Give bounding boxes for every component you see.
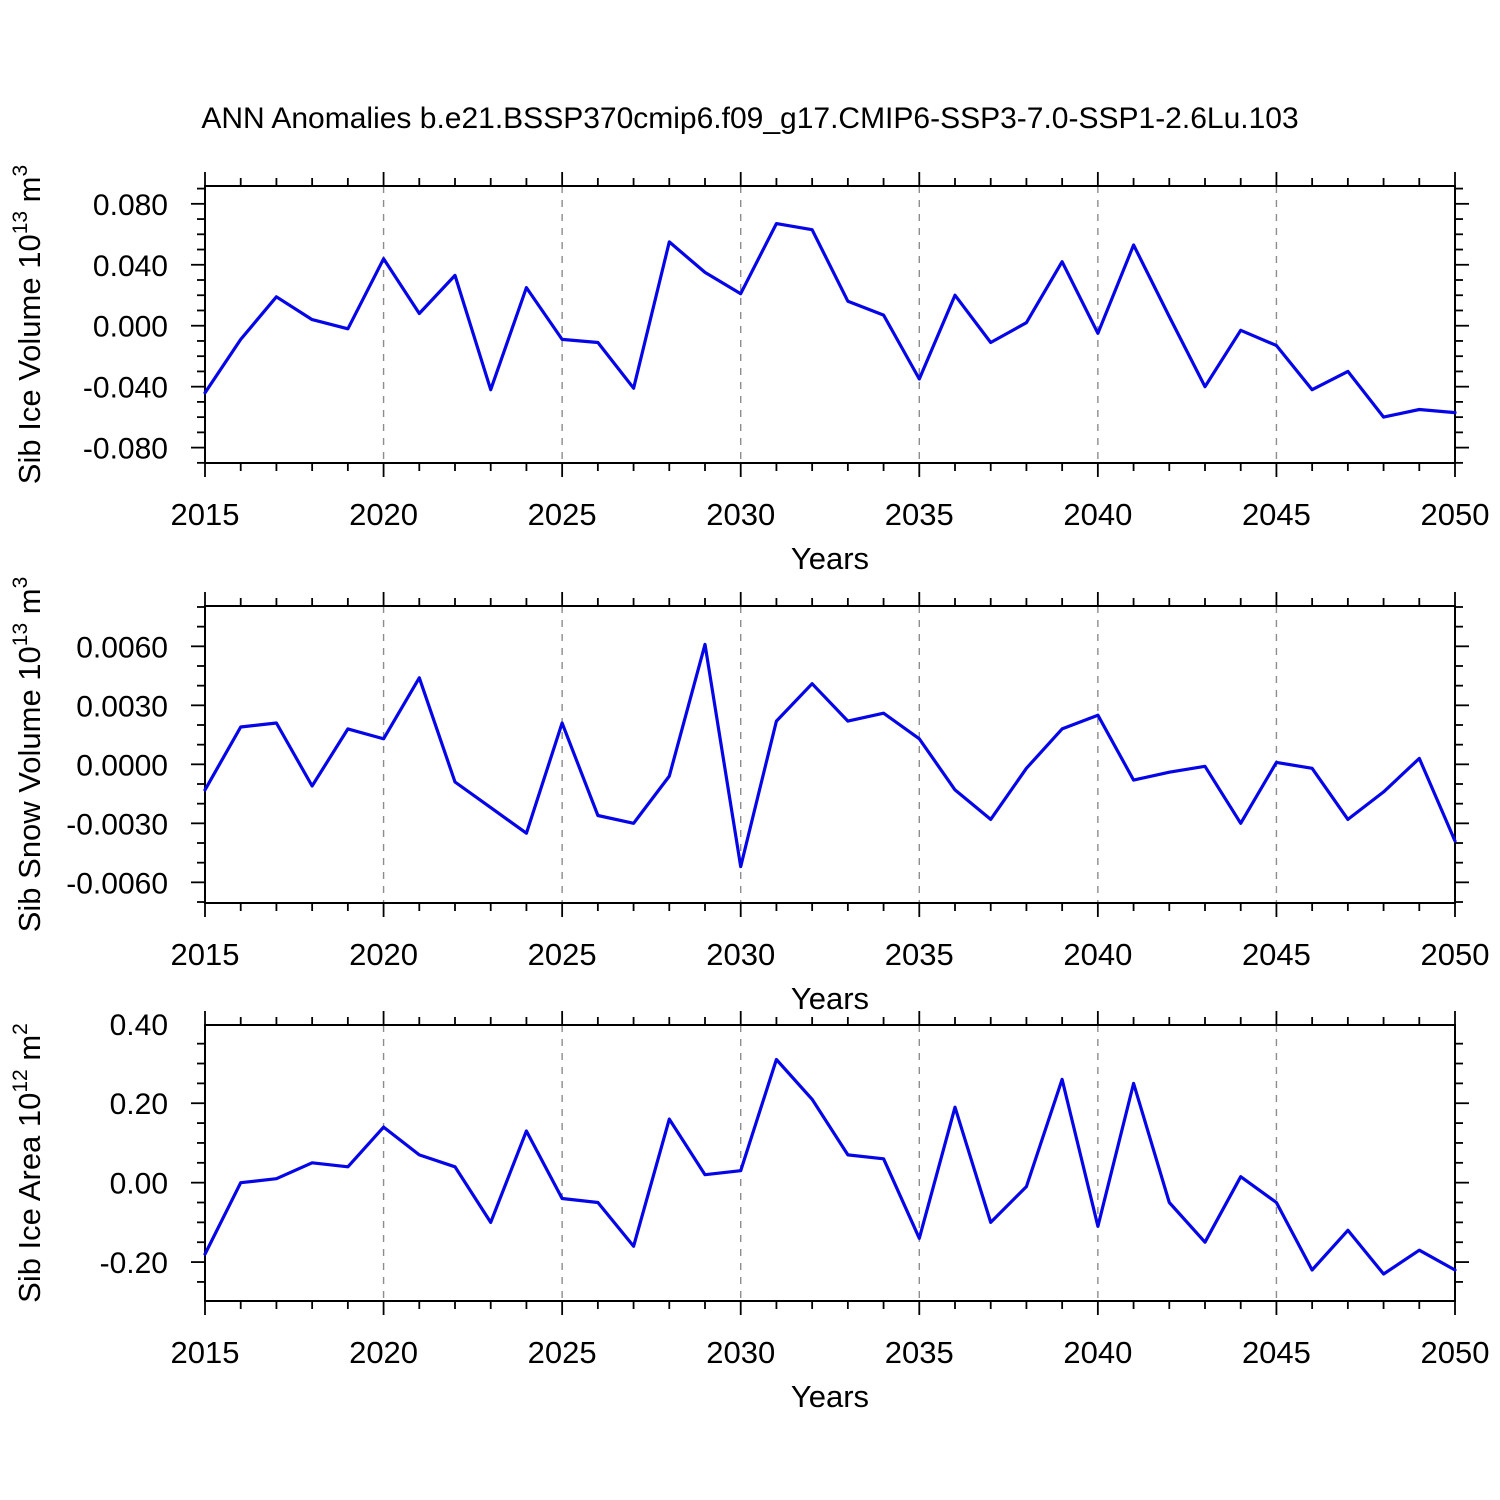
x-tick-label: 2040	[1063, 497, 1132, 532]
x-tick-label: 2035	[885, 937, 954, 972]
y-tick-label: 0.040	[93, 250, 168, 283]
y-tick-label: 0.0030	[76, 690, 168, 723]
y-tick-label: 0.20	[110, 1088, 168, 1121]
x-tick-label: 2020	[349, 1335, 418, 1370]
y-tick-label: -0.0030	[66, 808, 168, 841]
y-tick-label: -0.0060	[66, 867, 168, 900]
y-tick-label: -0.080	[83, 433, 168, 466]
series-line-sib-snow-volume	[203, 642, 1457, 869]
y-tick-label: 0.0000	[76, 749, 168, 782]
x-tick-label: 2045	[1242, 1335, 1311, 1370]
x-tick-label: 2020	[349, 497, 418, 532]
x-tick-label: 2015	[171, 497, 240, 532]
y-tick-label: 0.40	[110, 1009, 168, 1042]
x-axis-title: Years	[791, 541, 869, 576]
y-tick-label: 0.0060	[76, 631, 168, 664]
x-tick-label: 2030	[706, 937, 775, 972]
y-tick-label: 0.000	[93, 311, 168, 344]
x-tick-label: 2030	[706, 1335, 775, 1370]
x-tick-label: 2035	[885, 1335, 954, 1370]
y-axis-title: Sib Ice Area 1012 m2	[9, 1023, 47, 1303]
panel-sib-ice-area: 0.40 0.20 0.00 -0.20 2015 2020 2025 2030 2035 204…	[9, 1009, 1489, 1414]
y-tick-label: -0.20	[100, 1247, 168, 1280]
x-tick-label: 2020	[349, 937, 418, 972]
x-tick-label: 2050	[1421, 1335, 1490, 1370]
plot-frame	[204, 1024, 1456, 1302]
x-tick-label: 2050	[1421, 937, 1490, 972]
panel-sib-snow-volume: 0.0060 0.0030 0.0000 -0.0030 -0.0060 2015 2020…	[9, 577, 1489, 1016]
y-axis-title: Sib Ice Volume 1013 m3	[9, 165, 47, 484]
x-tick-label: 2025	[528, 497, 597, 532]
plot-frame	[204, 185, 1456, 464]
x-tick-label: 2015	[171, 1335, 240, 1370]
x-tick-label: 2045	[1242, 937, 1311, 972]
x-tick-label: 2045	[1242, 497, 1311, 532]
y-tick-label: 0.00	[110, 1168, 168, 1201]
chart-title: ANN Anomalies b.e21.BSSP370cmip6.f09_g17…	[201, 102, 1299, 135]
x-tick-label: 2030	[706, 497, 775, 532]
x-tick-label: 2025	[528, 937, 597, 972]
x-tick-label: 2025	[528, 1335, 597, 1370]
x-axis-title: Years	[791, 981, 869, 1016]
plot-frame	[204, 605, 1456, 904]
x-tick-label: 2050	[1421, 497, 1490, 532]
y-axis-title: Sib Snow Volume 1013 m3	[9, 577, 47, 933]
x-tick-label: 2035	[885, 497, 954, 532]
x-tick-label: 2040	[1063, 1335, 1132, 1370]
series-line-sib-ice-area	[203, 1057, 1457, 1276]
x-tick-label: 2015	[171, 937, 240, 972]
y-tick-label: -0.040	[83, 372, 168, 405]
y-tick-label: 0.080	[93, 189, 168, 222]
x-tick-label: 2040	[1063, 937, 1132, 972]
x-axis-title: Years	[791, 1379, 869, 1414]
series-line-sib-ice-volume	[203, 222, 1457, 419]
